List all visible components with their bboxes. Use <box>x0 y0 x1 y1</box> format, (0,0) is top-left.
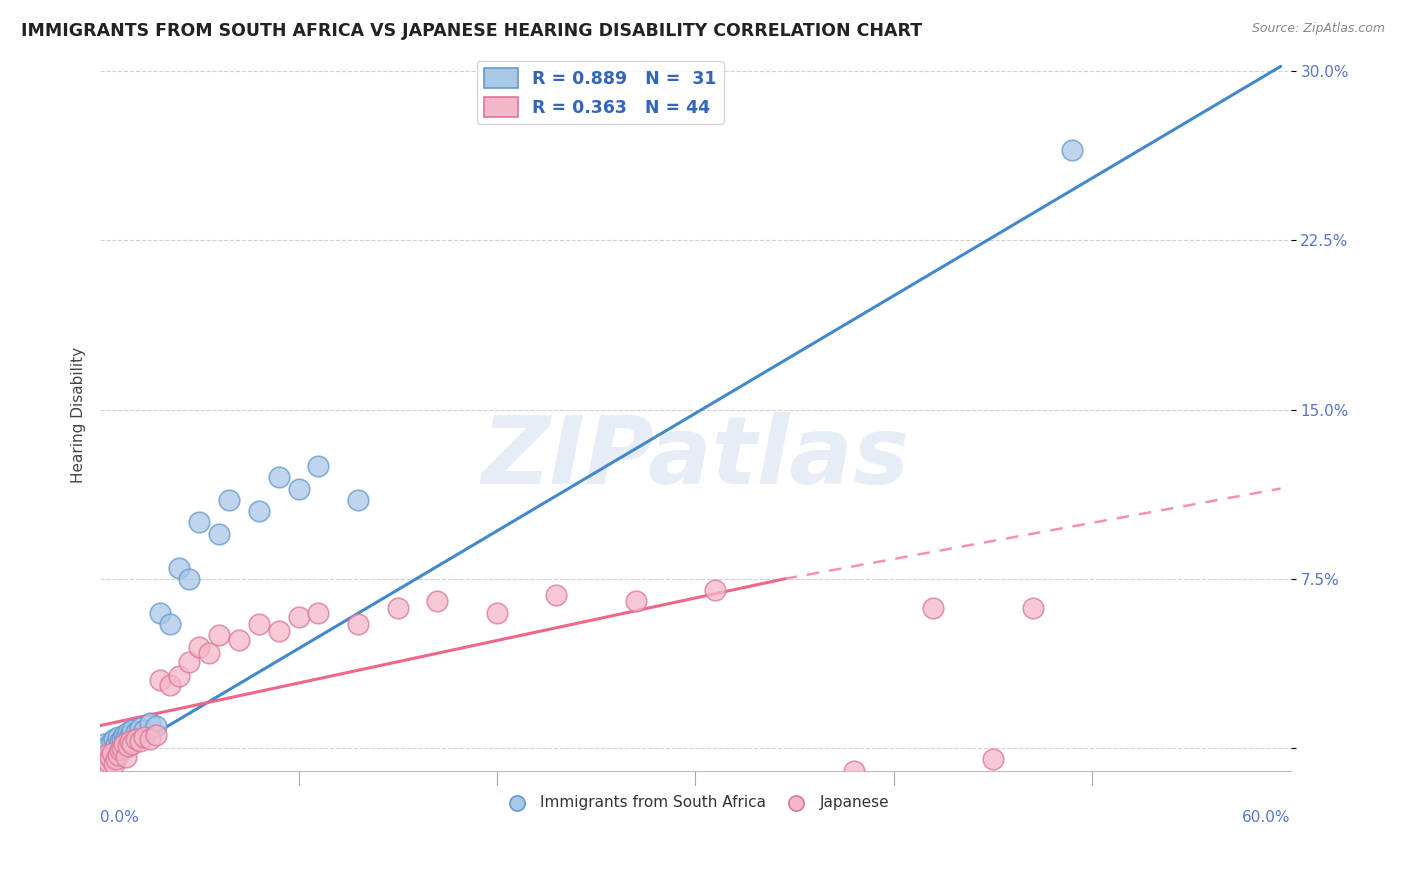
Point <box>115 730 138 744</box>
Point <box>132 723 155 737</box>
Point <box>105 737 128 751</box>
Point <box>145 728 167 742</box>
Point <box>247 617 270 632</box>
Point <box>117 725 139 739</box>
Point <box>112 737 135 751</box>
Point <box>101 734 124 748</box>
Text: Source: ZipAtlas.com: Source: ZipAtlas.com <box>1251 22 1385 36</box>
Point <box>94 747 117 762</box>
Point <box>922 601 945 615</box>
Point <box>121 737 143 751</box>
Point <box>218 492 240 507</box>
Point <box>307 606 329 620</box>
Point <box>1062 143 1084 157</box>
Point <box>198 646 221 660</box>
Point <box>387 601 409 615</box>
Point <box>103 756 125 771</box>
Point <box>128 721 150 735</box>
Point <box>105 752 128 766</box>
Point <box>188 516 211 530</box>
Point <box>117 739 139 753</box>
Text: 60.0%: 60.0% <box>1241 810 1291 825</box>
Point <box>108 734 131 748</box>
Y-axis label: Hearing Disability: Hearing Disability <box>72 347 86 483</box>
Point <box>287 610 309 624</box>
Point <box>98 750 121 764</box>
Point <box>426 594 449 608</box>
Point <box>169 560 191 574</box>
Point <box>247 504 270 518</box>
Point <box>159 617 181 632</box>
Point <box>179 572 201 586</box>
Point <box>347 492 370 507</box>
Point <box>112 728 135 742</box>
Point <box>118 734 141 748</box>
Point <box>111 741 134 756</box>
Point <box>981 752 1004 766</box>
Point <box>149 606 172 620</box>
Point <box>307 458 329 473</box>
Point <box>208 628 231 642</box>
Point <box>287 482 309 496</box>
Point <box>485 606 508 620</box>
Point <box>138 732 160 747</box>
Point <box>149 673 172 688</box>
Point <box>159 678 181 692</box>
Point <box>267 624 290 638</box>
Point <box>145 718 167 732</box>
Point <box>208 526 231 541</box>
Point <box>97 739 120 753</box>
Point <box>93 759 115 773</box>
Point <box>121 723 143 737</box>
Text: 0.0%: 0.0% <box>100 810 139 825</box>
Point <box>228 632 250 647</box>
Point <box>91 752 114 766</box>
Point <box>179 656 201 670</box>
Point <box>108 743 131 757</box>
Point <box>97 755 120 769</box>
Point <box>704 583 727 598</box>
Point <box>546 588 568 602</box>
Point <box>132 730 155 744</box>
Point <box>188 640 211 654</box>
Text: IMMIGRANTS FROM SOUTH AFRICA VS JAPANESE HEARING DISABILITY CORRELATION CHART: IMMIGRANTS FROM SOUTH AFRICA VS JAPANESE… <box>21 22 922 40</box>
Point <box>128 734 150 748</box>
Legend: Immigrants from South Africa, Japanese: Immigrants from South Africa, Japanese <box>495 789 896 816</box>
Point <box>267 470 290 484</box>
Point <box>107 730 129 744</box>
Point <box>93 737 115 751</box>
Point <box>103 732 125 747</box>
Point <box>125 732 148 747</box>
Point <box>107 747 129 762</box>
Point <box>842 764 865 778</box>
Point <box>115 750 138 764</box>
Point <box>118 728 141 742</box>
Point <box>101 746 124 760</box>
Point <box>169 669 191 683</box>
Text: ZIPatlas: ZIPatlas <box>481 412 910 504</box>
Point <box>1021 601 1043 615</box>
Point <box>347 617 370 632</box>
Point <box>138 716 160 731</box>
Point <box>125 725 148 739</box>
Point <box>111 732 134 747</box>
Point <box>624 594 647 608</box>
